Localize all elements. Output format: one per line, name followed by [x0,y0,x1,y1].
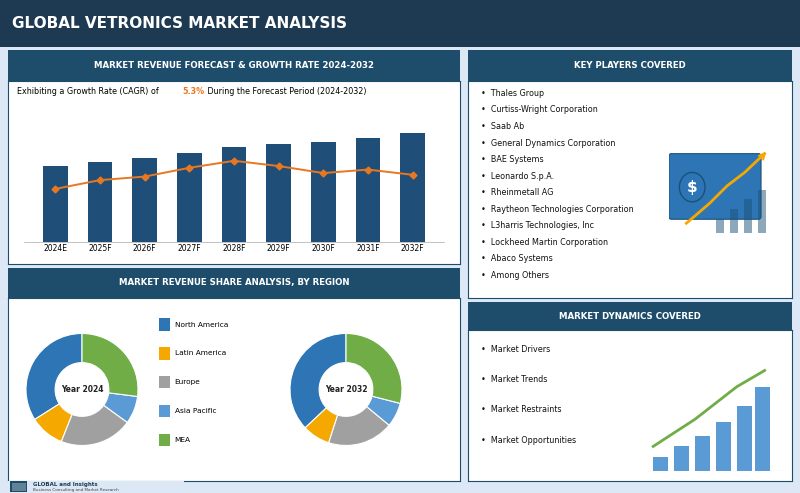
Text: •  Lockheed Martin Corporation: • Lockheed Martin Corporation [481,238,608,247]
FancyBboxPatch shape [669,154,761,219]
Bar [674,447,690,471]
Wedge shape [34,404,72,442]
Text: Europe: Europe [174,379,200,385]
Text: •  Raytheon Technologies Corporation: • Raytheon Technologies Corporation [481,205,634,214]
Bar [715,219,724,233]
Wedge shape [290,333,346,428]
Bar [356,138,380,242]
Text: During the Forecast Period (2024-2032): During the Forecast Period (2024-2032) [205,87,366,96]
Text: Business Consulting and Market Research: Business Consulting and Market Research [33,488,118,492]
Text: MARKET REVENUE FORECAST & GROWTH RATE 2024-2032: MARKET REVENUE FORECAST & GROWTH RATE 20… [94,61,374,70]
Bar [177,153,202,242]
Bar [159,318,170,331]
Bar [737,406,752,471]
Bar [755,387,770,471]
Bar [743,199,752,233]
Text: •  Among Others: • Among Others [481,271,549,280]
Text: MEA: MEA [174,437,190,443]
Wedge shape [62,405,127,446]
Wedge shape [366,396,400,425]
Text: •  BAE Systems: • BAE Systems [481,155,543,164]
Text: GLOBAL and Insights: GLOBAL and Insights [33,482,98,487]
Wedge shape [82,333,138,396]
Text: Year 2024: Year 2024 [61,385,103,394]
Bar [11,483,26,491]
Bar [88,162,112,242]
Text: MARKET DYNAMICS COVERED: MARKET DYNAMICS COVERED [559,312,701,320]
Text: Asia Pacific: Asia Pacific [174,408,216,414]
Text: •  Abaco Systems: • Abaco Systems [481,254,553,263]
Bar [400,133,425,242]
Wedge shape [104,393,138,423]
Text: •  Market Drivers: • Market Drivers [481,345,550,354]
Bar [133,158,157,242]
Text: North America: North America [174,321,228,327]
Bar [10,481,27,493]
Bar [266,144,291,242]
Text: Latin America: Latin America [174,351,226,356]
Text: Year 2032: Year 2032 [325,385,367,394]
Text: •  Leonardo S.p.A.: • Leonardo S.p.A. [481,172,554,180]
Text: KEY PLAYERS COVERED: KEY PLAYERS COVERED [574,61,686,70]
Wedge shape [305,408,338,443]
Bar [716,422,731,471]
Text: •  General Dynamics Corporation: • General Dynamics Corporation [481,139,615,147]
Wedge shape [26,333,82,420]
Bar [159,405,170,417]
Text: •  Curtiss-Wright Corporation: • Curtiss-Wright Corporation [481,106,598,114]
Bar [758,190,766,233]
Text: •  Rheinmetall AG: • Rheinmetall AG [481,188,554,197]
Text: •  Market Opportunities: • Market Opportunities [481,436,576,445]
Bar [730,209,738,233]
Bar [43,166,68,242]
Text: •  Market Restraints: • Market Restraints [481,405,562,415]
Text: $: $ [687,179,698,195]
Text: 5.3%: 5.3% [182,87,204,96]
Bar [695,436,710,471]
Text: Exhibiting a Growth Rate (CAGR) of: Exhibiting a Growth Rate (CAGR) of [17,87,162,96]
Text: •  L3harris Technologies, Inc: • L3harris Technologies, Inc [481,221,594,230]
Bar [222,147,246,242]
Text: GLOBAL VETRONICS MARKET ANALYSIS: GLOBAL VETRONICS MARKET ANALYSIS [12,16,347,31]
Wedge shape [329,407,389,446]
Bar [159,347,170,360]
Text: •  Saab Ab: • Saab Ab [481,122,524,131]
Bar [653,458,669,471]
Bar [159,434,170,446]
Bar [311,141,335,242]
Text: MARKET REVENUE SHARE ANALYSIS, BY REGION: MARKET REVENUE SHARE ANALYSIS, BY REGION [118,279,350,287]
Bar [159,376,170,388]
Wedge shape [346,333,402,403]
Text: •  Market Trends: • Market Trends [481,376,547,385]
Text: •  Thales Group: • Thales Group [481,89,544,98]
Legend: Revenue (US$), AGR(%): Revenue (US$), AGR(%) [166,268,302,282]
